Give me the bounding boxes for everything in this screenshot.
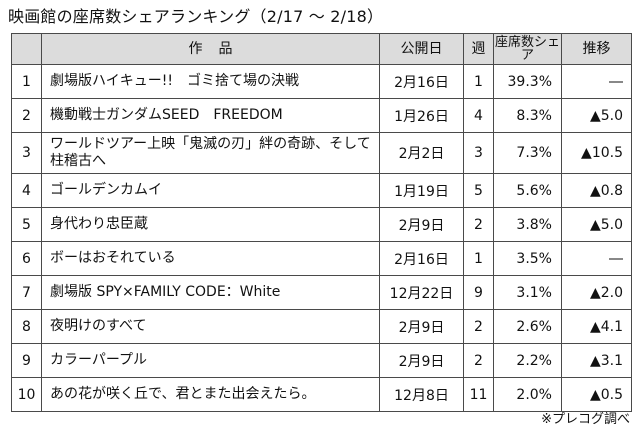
- release-cell: 12月22日: [379, 275, 464, 310]
- rank-cell: 6: [11, 241, 42, 276]
- share-cell: 3.8%: [493, 207, 562, 242]
- week-cell: 1: [463, 241, 494, 276]
- title-cell: 劇場版 SPY×FAMILY CODE：White: [41, 275, 380, 310]
- header-week: 週: [463, 33, 494, 65]
- rank-cell: 8: [11, 309, 42, 344]
- change-cell: ▲5.0: [561, 98, 632, 133]
- change-cell: ▲10.5: [561, 132, 632, 174]
- table-row: 1 劇場版ハイキュー!! ゴミ捨て場の決戦 2月16日 1 39.3% ―: [11, 64, 632, 99]
- release-cell: 12月8日: [379, 377, 464, 412]
- week-cell: 2: [463, 309, 494, 344]
- title-cell: ワールドツアー上映「鬼滅の刃」絆の奇跡、そして柱稽古へ: [41, 132, 380, 174]
- share-cell: 39.3%: [493, 64, 562, 99]
- table-row: 4 ゴールデンカムイ 1月19日 5 5.6% ▲0.8: [11, 173, 632, 208]
- title-cell: カラーパープル: [41, 343, 380, 378]
- ranking-title: 映画館の座席数シェアランキング（2/17 ～ 2/18）: [8, 7, 384, 26]
- table-row: 7 劇場版 SPY×FAMILY CODE：White 12月22日 9 3.1…: [11, 275, 632, 310]
- change-cell: ▲0.8: [561, 173, 632, 208]
- rank-cell: 7: [11, 275, 42, 310]
- release-cell: 2月16日: [379, 241, 464, 276]
- rank-cell: 3: [11, 132, 42, 174]
- release-cell: 2月9日: [379, 343, 464, 378]
- share-cell: 3.5%: [493, 241, 562, 276]
- ranking-table: 作品 公開日 週 座席数シェア 推移 1 劇場版ハイキュー!! ゴミ捨て場の決戦…: [11, 33, 632, 412]
- release-cell: 1月26日: [379, 98, 464, 133]
- table-row: 9 カラーパープル 2月9日 2 2.2% ▲3.1: [11, 343, 632, 378]
- change-cell: ―: [561, 241, 632, 276]
- release-cell: 2月9日: [379, 309, 464, 344]
- release-cell: 2月16日: [379, 64, 464, 99]
- change-cell: ▲3.1: [561, 343, 632, 378]
- table-row: 6 ボーはおそれている 2月16日 1 3.5% ―: [11, 241, 632, 276]
- title-cell: 劇場版ハイキュー!! ゴミ捨て場の決戦: [41, 64, 380, 99]
- release-cell: 2月9日: [379, 207, 464, 242]
- change-cell: ▲2.0: [561, 275, 632, 310]
- change-cell: ―: [561, 64, 632, 99]
- source-note: ※プレコグ調べ: [541, 412, 630, 427]
- rank-cell: 1: [11, 64, 42, 99]
- rank-cell: 5: [11, 207, 42, 242]
- header-rank: [11, 33, 42, 65]
- header-change: 推移: [561, 33, 632, 65]
- rank-cell: 10: [11, 377, 42, 412]
- title-cell: 機動戦士ガンダムSEED FREEDOM: [41, 98, 380, 133]
- header-release: 公開日: [379, 33, 464, 65]
- rank-cell: 9: [11, 343, 42, 378]
- change-cell: ▲5.0: [561, 207, 632, 242]
- week-cell: 11: [463, 377, 494, 412]
- week-cell: 2: [463, 207, 494, 242]
- table-row: 10 あの花が咲く丘で、君とまた出会えたら。 12月8日 11 2.0% ▲0.…: [11, 377, 632, 412]
- week-cell: 9: [463, 275, 494, 310]
- share-cell: 3.1%: [493, 275, 562, 310]
- week-cell: 2: [463, 343, 494, 378]
- week-cell: 4: [463, 98, 494, 133]
- title-cell: ゴールデンカムイ: [41, 173, 380, 208]
- header-title: 作品: [41, 33, 380, 65]
- week-cell: 1: [463, 64, 494, 99]
- table-row: 8 夜明けのすべて 2月9日 2 2.6% ▲4.1: [11, 309, 632, 344]
- share-cell: 2.2%: [493, 343, 562, 378]
- header-share: 座席数シェア: [493, 33, 562, 65]
- title-cell: 身代わり忠臣蔵: [41, 207, 380, 242]
- title-cell: 夜明けのすべて: [41, 309, 380, 344]
- share-cell: 7.3%: [493, 132, 562, 174]
- rank-cell: 2: [11, 98, 42, 133]
- week-cell: 5: [463, 173, 494, 208]
- release-cell: 1月19日: [379, 173, 464, 208]
- title-cell: あの花が咲く丘で、君とまた出会えたら。: [41, 377, 380, 412]
- table-row: 2 機動戦士ガンダムSEED FREEDOM 1月26日 4 8.3% ▲5.0: [11, 98, 632, 133]
- change-cell: ▲4.1: [561, 309, 632, 344]
- change-cell: ▲0.5: [561, 377, 632, 412]
- release-cell: 2月2日: [379, 132, 464, 174]
- share-cell: 2.6%: [493, 309, 562, 344]
- week-cell: 3: [463, 132, 494, 174]
- share-cell: 5.6%: [493, 173, 562, 208]
- title-cell: ボーはおそれている: [41, 241, 380, 276]
- share-cell: 2.0%: [493, 377, 562, 412]
- rank-cell: 4: [11, 173, 42, 208]
- table-header-row: 作品 公開日 週 座席数シェア 推移: [11, 33, 632, 65]
- share-cell: 8.3%: [493, 98, 562, 133]
- table-row: 3 ワールドツアー上映「鬼滅の刃」絆の奇跡、そして柱稽古へ 2月2日 3 7.3…: [11, 132, 632, 174]
- table-row: 5 身代わり忠臣蔵 2月9日 2 3.8% ▲5.0: [11, 207, 632, 242]
